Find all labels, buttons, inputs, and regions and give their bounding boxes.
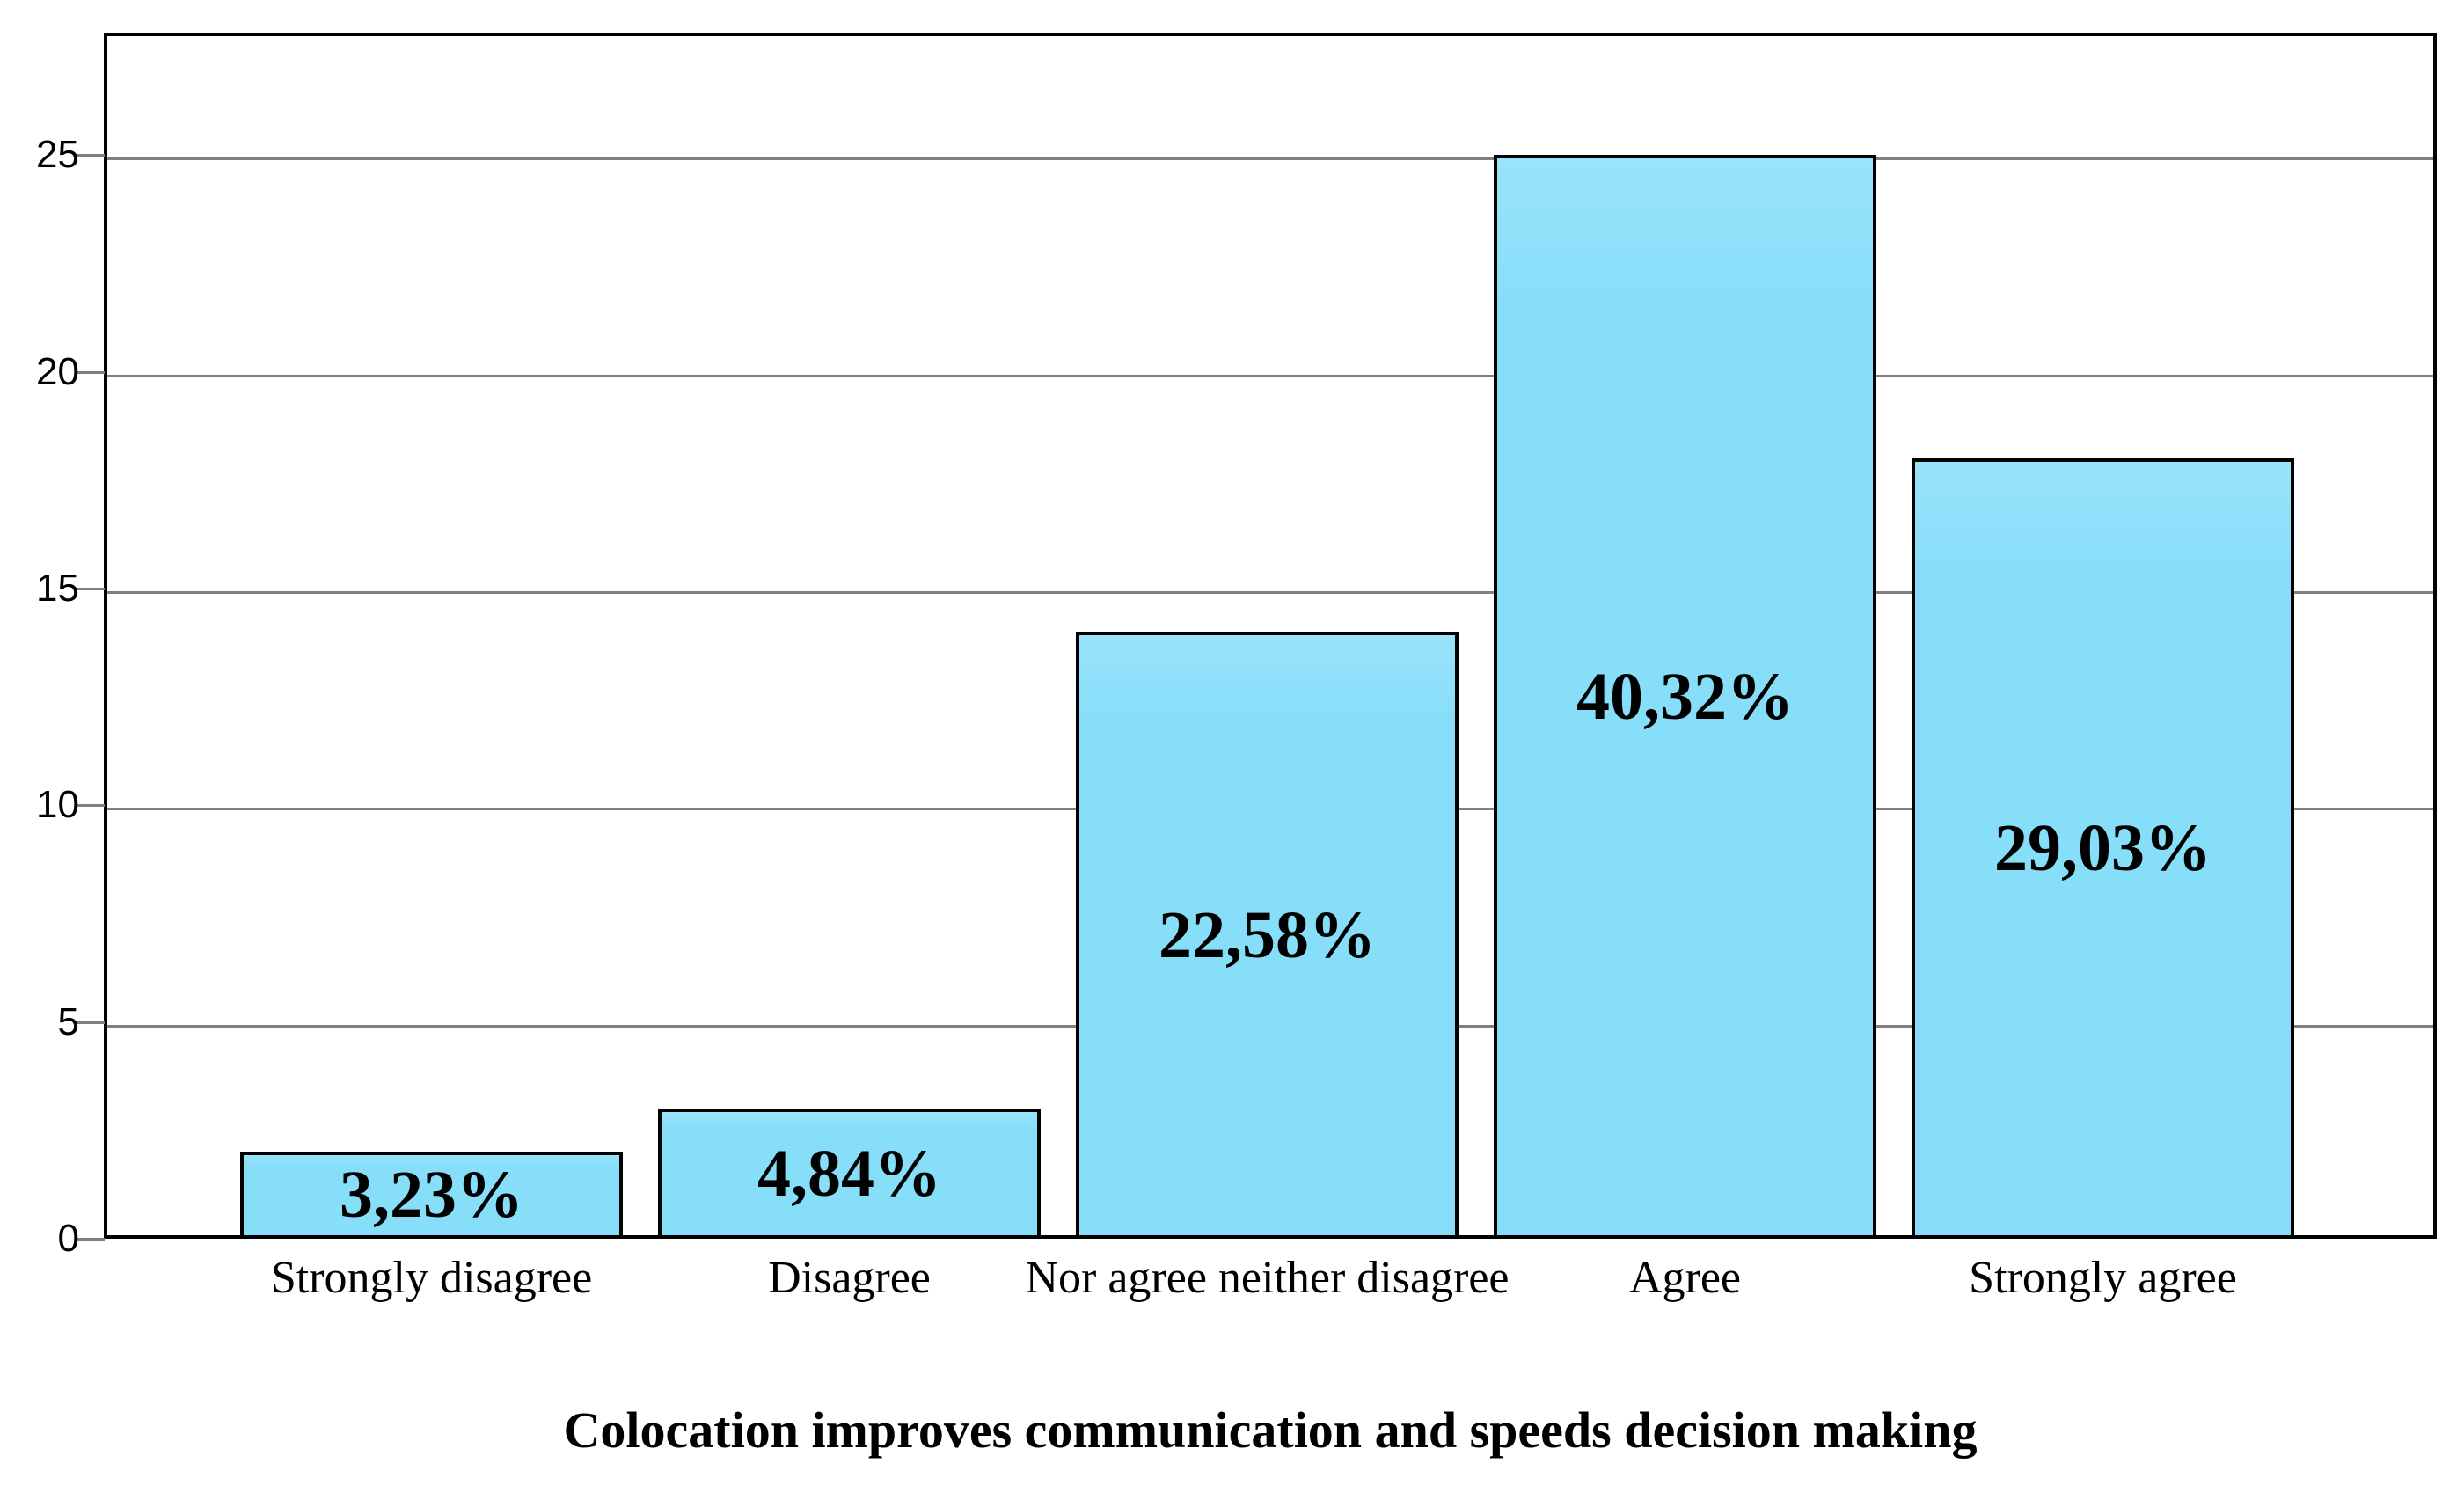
- y-tick-label-25: 25: [36, 133, 79, 177]
- bar-value-label-agree: 40,32%: [1576, 659, 1794, 734]
- x-category-label-disagree: Disagree: [768, 1253, 931, 1303]
- chart-title: Colocation improves communication and sp…: [563, 1402, 1978, 1459]
- y-tick-label-0: 0: [57, 1217, 79, 1260]
- y-tick-label-10: 10: [36, 783, 79, 827]
- y-tick-mark-25: [75, 154, 105, 157]
- bar-value-label-nor-agree-neither-disagree: 22,58%: [1159, 897, 1376, 972]
- bar-value-label-disagree: 4,84%: [757, 1136, 941, 1211]
- bar-nor-agree-neither-disagree: 22,58%: [1076, 632, 1459, 1239]
- x-category-label-agree: Agree: [1628, 1253, 1742, 1303]
- y-tick-label-5: 5: [57, 999, 79, 1043]
- y-tick-label-15: 15: [36, 567, 79, 611]
- bar-value-label-strongly-agree: 29,03%: [1994, 811, 2212, 886]
- bar-strongly-agree: 29,03%: [1912, 458, 2294, 1239]
- y-tick-mark-10: [75, 804, 105, 808]
- y-tick-mark-5: [75, 1021, 105, 1024]
- bar-value-label-strongly-disagree: 3,23%: [340, 1158, 523, 1233]
- x-category-label-strongly-agree: Strongly agree: [1969, 1253, 2237, 1303]
- y-tick-mark-15: [75, 588, 105, 591]
- y-tick-label-20: 20: [36, 349, 79, 393]
- bar-strongly-disagree: 3,23%: [240, 1152, 623, 1239]
- gridline-15: [107, 591, 2433, 595]
- y-tick-mark-20: [75, 370, 105, 374]
- x-category-label-nor-agree-neither-disagree: Nor agree neither disagree: [1025, 1253, 1510, 1303]
- bar-agree: 40,32%: [1494, 155, 1876, 1239]
- x-category-label-strongly-disagree: Strongly disagree: [270, 1253, 593, 1303]
- gridline-25: [107, 157, 2433, 161]
- gridline-20: [107, 374, 2433, 377]
- y-tick-mark-0: [75, 1238, 105, 1241]
- bar-disagree: 4,84%: [658, 1109, 1041, 1239]
